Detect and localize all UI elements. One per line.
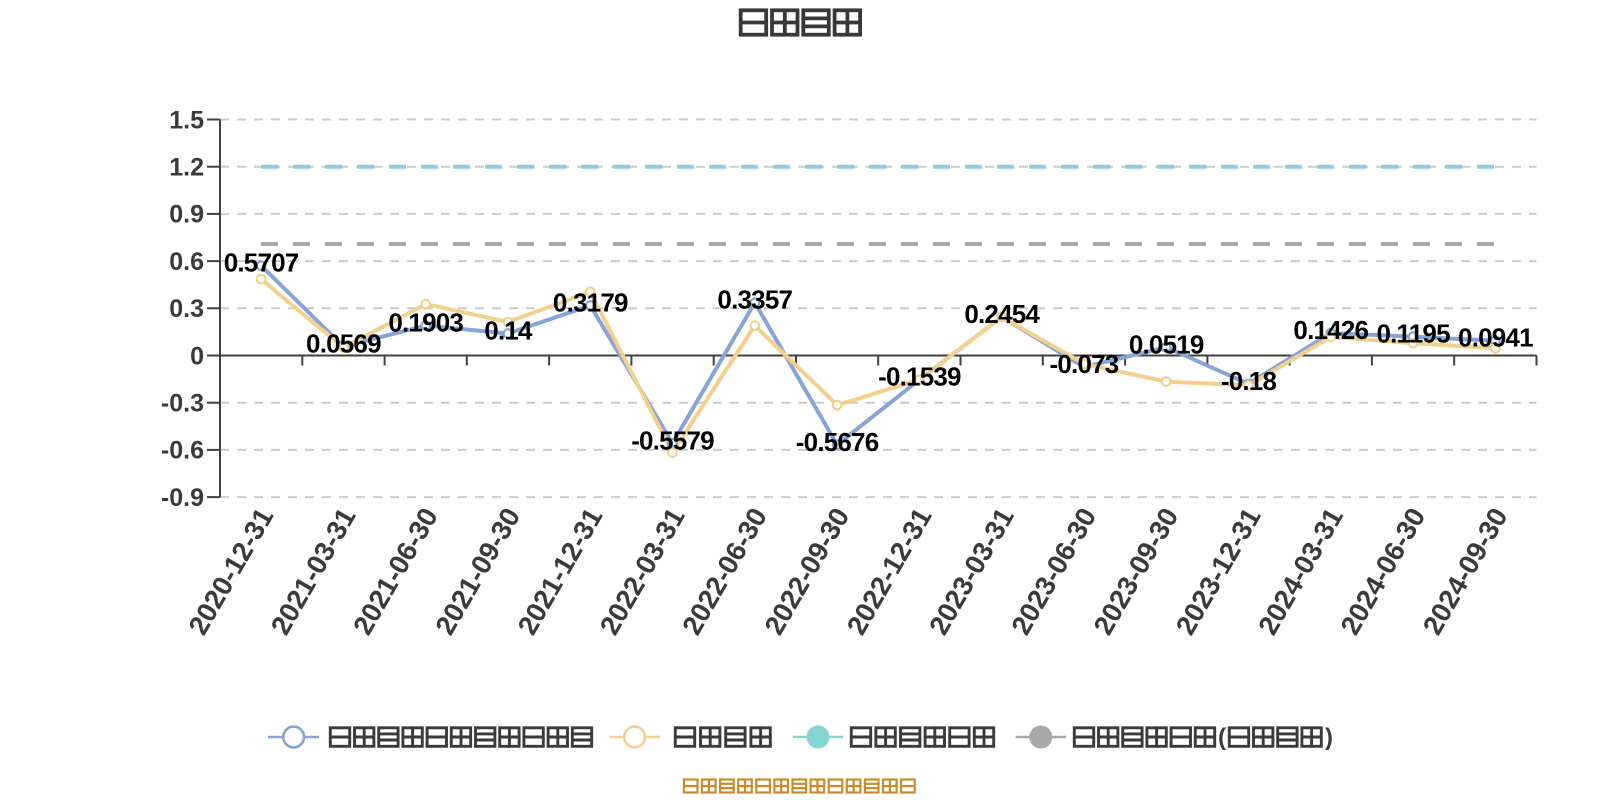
svg-text:0.2454: 0.2454 — [964, 299, 1040, 329]
svg-text:-0.6: -0.6 — [161, 437, 204, 465]
svg-text:): ) — [1325, 724, 1333, 751]
svg-text:1.5: 1.5 — [169, 106, 204, 134]
svg-text:1.2: 1.2 — [169, 154, 204, 182]
svg-text:-0.1539: -0.1539 — [878, 362, 961, 392]
svg-text:-0.5676: -0.5676 — [796, 427, 879, 457]
svg-text:0.9: 0.9 — [169, 201, 204, 229]
svg-text:(: ( — [1218, 724, 1226, 751]
svg-text:0.3357: 0.3357 — [717, 285, 792, 315]
svg-text:0.5707: 0.5707 — [224, 248, 299, 278]
svg-text:0.0569: 0.0569 — [306, 329, 381, 359]
svg-text:0.0941: 0.0941 — [1458, 323, 1533, 353]
svg-text:0.6: 0.6 — [169, 248, 204, 276]
svg-text:-0.5579: -0.5579 — [631, 425, 714, 455]
svg-text:0.1426: 0.1426 — [1293, 315, 1368, 345]
svg-text:-0.073: -0.073 — [1050, 349, 1119, 379]
svg-text:0.1195: 0.1195 — [1376, 319, 1450, 349]
svg-text:-0.18: -0.18 — [1221, 366, 1277, 396]
svg-text:0: 0 — [190, 342, 204, 370]
svg-text:0.3179: 0.3179 — [553, 288, 628, 318]
svg-text:0.3: 0.3 — [169, 295, 204, 323]
svg-text:-0.9: -0.9 — [161, 484, 204, 512]
svg-text:-0.3: -0.3 — [161, 390, 204, 418]
svg-text:0.14: 0.14 — [484, 316, 533, 346]
svg-text:0.0519: 0.0519 — [1129, 329, 1204, 359]
svg-text:0.1903: 0.1903 — [388, 308, 463, 338]
